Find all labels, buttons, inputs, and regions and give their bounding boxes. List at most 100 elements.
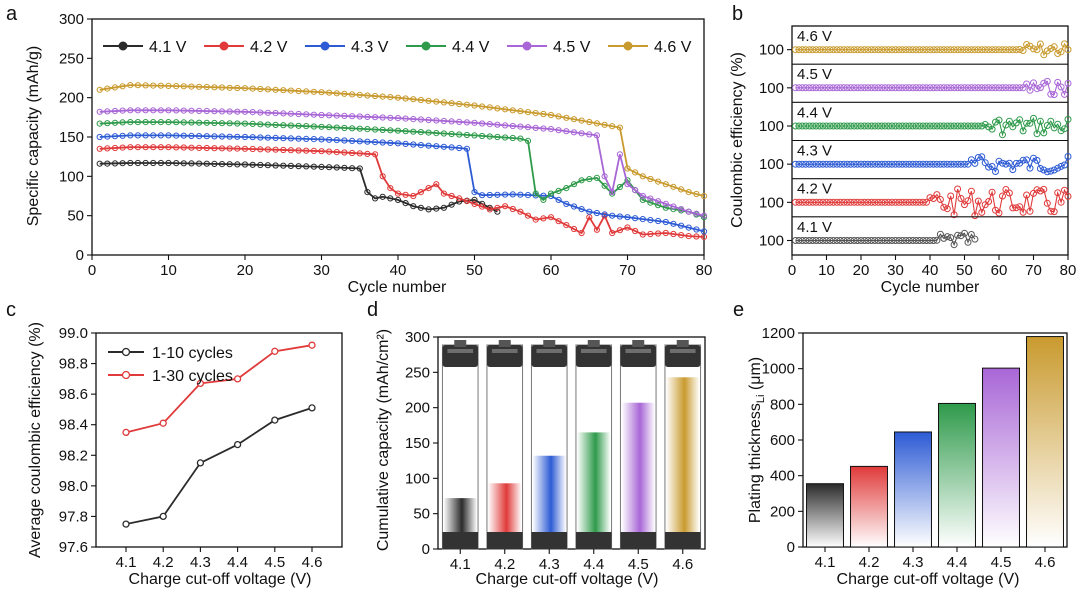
- a-data-point: [134, 107, 141, 114]
- a-data-point: [647, 195, 654, 202]
- b-data-point: [823, 237, 830, 244]
- a-data-point: [410, 116, 417, 123]
- b-data-point: [805, 160, 813, 168]
- b-data-point: [967, 84, 975, 92]
- a-data-point: [218, 108, 226, 115]
- b-data-point: [1040, 166, 1048, 174]
- a-data-point: [394, 127, 402, 134]
- b-data-point: [1030, 45, 1037, 53]
- a-data-point: [188, 132, 195, 139]
- a-data-point: [532, 190, 539, 197]
- b-data-point: [836, 122, 844, 130]
- b-row-label: 4.3 V: [797, 143, 832, 160]
- b-data-point: [1057, 83, 1065, 91]
- a-data-point: [165, 132, 172, 139]
- b-data-point: [923, 122, 930, 130]
- b-xtick-label: 70: [1025, 262, 1042, 279]
- a-data-point: [509, 122, 516, 130]
- a-xtick-label: 40: [390, 262, 407, 279]
- a-legend-label: 4.6 V: [654, 39, 692, 56]
- b-data-point: [861, 237, 868, 244]
- a-data-point: [540, 192, 547, 199]
- a-data-point: [685, 233, 692, 240]
- a-data-point: [226, 120, 233, 127]
- b-data-point: [1030, 114, 1037, 122]
- a-data-point: [196, 119, 203, 126]
- a-data-point: [234, 161, 241, 168]
- b-data-point: [802, 122, 810, 130]
- c-ytick-label: 98.2: [59, 447, 88, 464]
- a-data-point: [272, 146, 279, 153]
- b-data-point: [802, 237, 810, 244]
- a-data-point: [563, 185, 570, 192]
- b-data-point: [1005, 159, 1013, 167]
- a-data-point: [272, 134, 279, 141]
- a-data-point: [379, 193, 386, 200]
- c-xtick-label: 4.4: [227, 554, 248, 571]
- b-row-label: 4.2 V: [797, 181, 832, 198]
- a-data-point: [196, 107, 203, 115]
- b-data-point: [999, 46, 1006, 54]
- b-data-point: [961, 160, 968, 168]
- b-data-point: [1061, 161, 1068, 169]
- a-data-point: [593, 174, 601, 181]
- a-data-point: [280, 146, 287, 154]
- b-data-point: [971, 235, 979, 243]
- e-xlabel: Charge cut-off voltage (V): [837, 571, 1020, 588]
- b-data-point: [936, 84, 944, 92]
- b-data-point: [792, 160, 799, 168]
- a-data-point: [349, 149, 356, 157]
- b-data-point: [971, 212, 979, 220]
- b-data-point: [861, 160, 868, 168]
- e-ylabel-main: Plating thickness: [747, 403, 764, 523]
- b-data-point: [854, 160, 861, 168]
- b-row-label: 4.1 V: [797, 219, 832, 236]
- e-xtick-label: 4.3: [903, 554, 924, 571]
- a-data-point: [471, 189, 478, 196]
- a-data-point: [410, 141, 417, 148]
- a-data-point: [257, 109, 264, 116]
- b-data-point: [1040, 51, 1048, 59]
- a-data-point: [203, 119, 210, 126]
- b-data-point: [909, 46, 917, 54]
- b-data-point: [1033, 186, 1041, 194]
- a-data-point: [372, 151, 379, 158]
- b-data-point: [947, 46, 955, 54]
- b-data-point: [840, 160, 848, 168]
- b-data-point: [829, 198, 837, 206]
- b-data-point: [1054, 164, 1062, 172]
- b-data-point: [888, 122, 896, 130]
- b-ytick-label: 100: [759, 194, 784, 211]
- a-data-point: [349, 91, 356, 98]
- e-ytick-label: 200: [770, 503, 795, 520]
- a-data-point: [448, 192, 455, 200]
- b-data-point: [916, 46, 924, 54]
- a-data-point: [111, 84, 119, 91]
- a-data-point: [203, 160, 210, 167]
- c-ytick-label: 97.8: [59, 508, 88, 525]
- a-data-point: [333, 149, 340, 156]
- a-data-point: [593, 120, 601, 127]
- a-data-point: [471, 102, 478, 109]
- a-data-point: [440, 190, 447, 197]
- a-data-point: [547, 190, 555, 197]
- a-legend-marker: [522, 41, 532, 51]
- a-legend-marker: [118, 41, 128, 51]
- b-data-point: [816, 160, 824, 168]
- c-xtick-label: 4.6: [302, 554, 323, 571]
- c-ytick-label: 98.0: [59, 478, 88, 495]
- b-data-point: [1019, 208, 1027, 216]
- b-data-point: [861, 198, 868, 206]
- b-data-point: [1040, 79, 1048, 87]
- d-cap-highlight: [580, 349, 607, 353]
- a-data-point: [372, 114, 379, 121]
- d-ytick-label: 0: [422, 541, 430, 558]
- b-data-point: [916, 160, 924, 168]
- b-data-point: [1019, 127, 1027, 135]
- b-data-point: [1019, 156, 1027, 164]
- b-data-point: [902, 160, 910, 168]
- b-data-point: [919, 237, 927, 244]
- b-data-point: [878, 237, 886, 244]
- a-data-point: [517, 123, 524, 130]
- a-data-point: [272, 162, 279, 169]
